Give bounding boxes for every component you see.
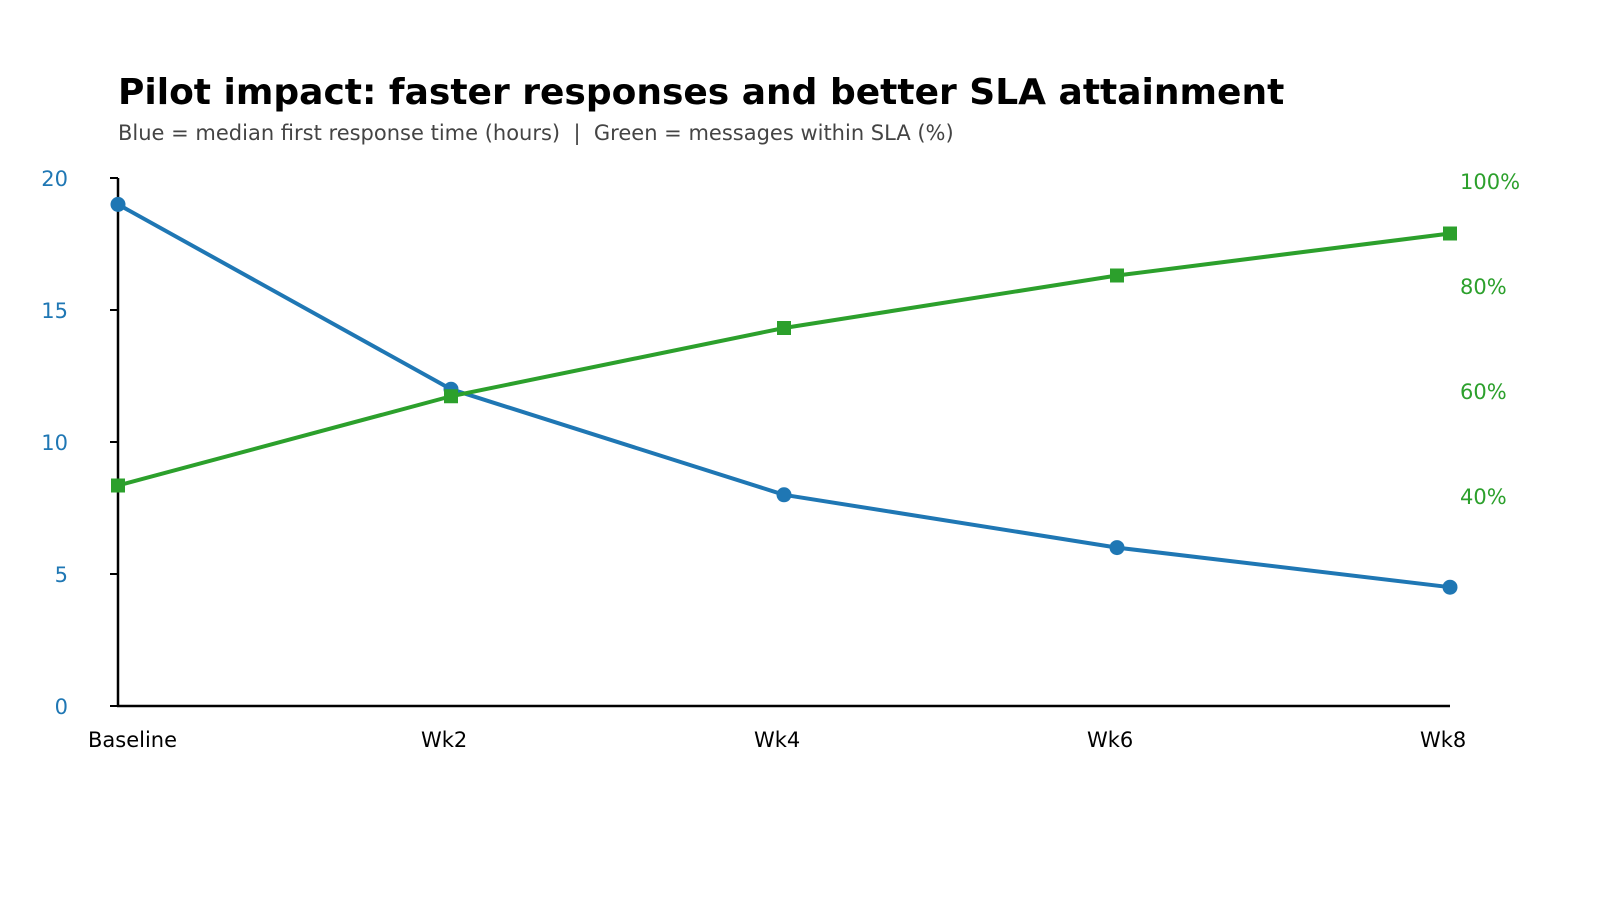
x-tick-label: Wk2	[421, 728, 467, 752]
left-tick-label: 0	[55, 695, 68, 719]
sla-point	[777, 321, 791, 335]
chart-title: Pilot impact: faster responses and bette…	[118, 72, 1284, 113]
sla-line	[117, 231, 1451, 488]
sla-point	[444, 389, 458, 404]
right-tick-label: 100%	[1460, 170, 1520, 194]
response-time-point	[776, 487, 792, 503]
left-tick-label: 10	[41, 431, 68, 455]
left-tick-label: 5	[55, 563, 68, 587]
sla-point	[1443, 226, 1457, 241]
right-tick-label: 40%	[1460, 485, 1507, 509]
x-tick-label: Wk8	[1420, 728, 1466, 752]
x-tick-label: Wk4	[754, 728, 800, 752]
response-time-point	[1442, 579, 1458, 595]
sla-point	[1110, 268, 1124, 283]
left-tick-label: 15	[41, 299, 68, 323]
right-tick-label: 60%	[1460, 380, 1507, 404]
response-time-line	[117, 202, 1451, 590]
series-layer	[110, 196, 1458, 595]
right-tick-label: 80%	[1460, 275, 1507, 299]
chart-subtitle: Blue = median first response time (hours…	[118, 121, 954, 146]
axes: 0 5 10 15 20 40% 60% 80% 100% Baseline Wk2 Wk4 Wk6 Wk…	[41, 167, 1520, 752]
sla-point	[111, 478, 125, 493]
x-tick-label: Baseline	[88, 728, 177, 752]
response-time-point	[1109, 540, 1125, 556]
response-time-point	[110, 196, 126, 212]
left-tick-label: 20	[41, 167, 68, 191]
x-tick-label: Wk6	[1087, 728, 1133, 752]
